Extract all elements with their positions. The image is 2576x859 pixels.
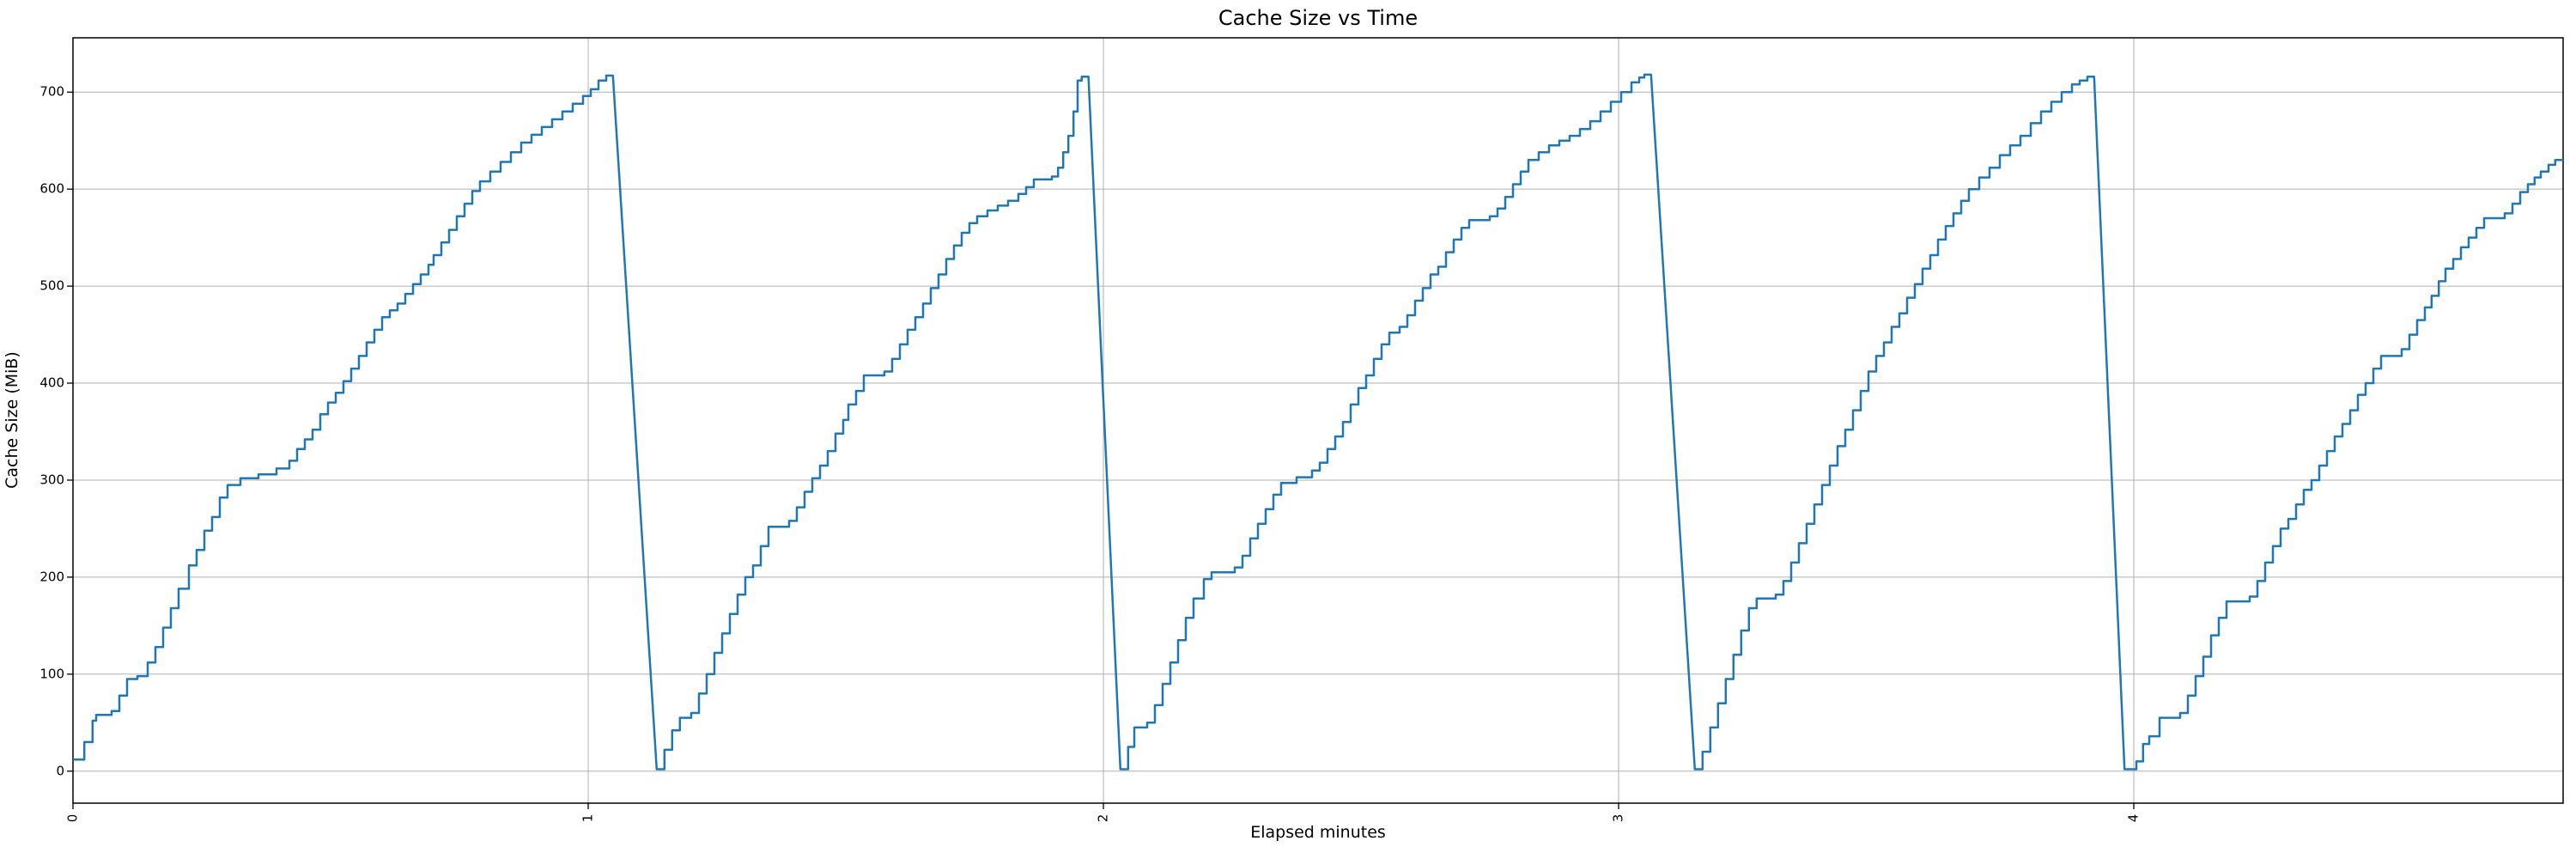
axes-box [72,37,2564,804]
cache-size-series-line [73,73,2563,771]
x-axis-label: Elapsed minutes [1250,823,1386,842]
y-tick-label: 300 [39,472,64,488]
y-tick-label: 100 [39,666,64,682]
y-tick-label: 600 [39,180,64,197]
y-tick-label: 500 [39,277,64,294]
y-tick-label: 700 [39,83,64,100]
x-tick-label: 4 [2125,813,2142,823]
x-tick-label: 3 [1610,813,1626,823]
tick-marks [67,91,2135,809]
x-tick-label: 0 [64,813,81,823]
y-tick-label: 200 [39,569,64,585]
gridlines [72,38,2563,803]
y-tick-label: 0 [56,763,64,779]
y-axis-label: Cache Size (MiB) [3,351,21,489]
x-tick-label: 2 [1095,813,1111,823]
chart-title: Cache Size vs Time [1218,6,1419,30]
x-tick-label: 1 [580,813,596,823]
y-tick-label: 400 [39,375,64,391]
